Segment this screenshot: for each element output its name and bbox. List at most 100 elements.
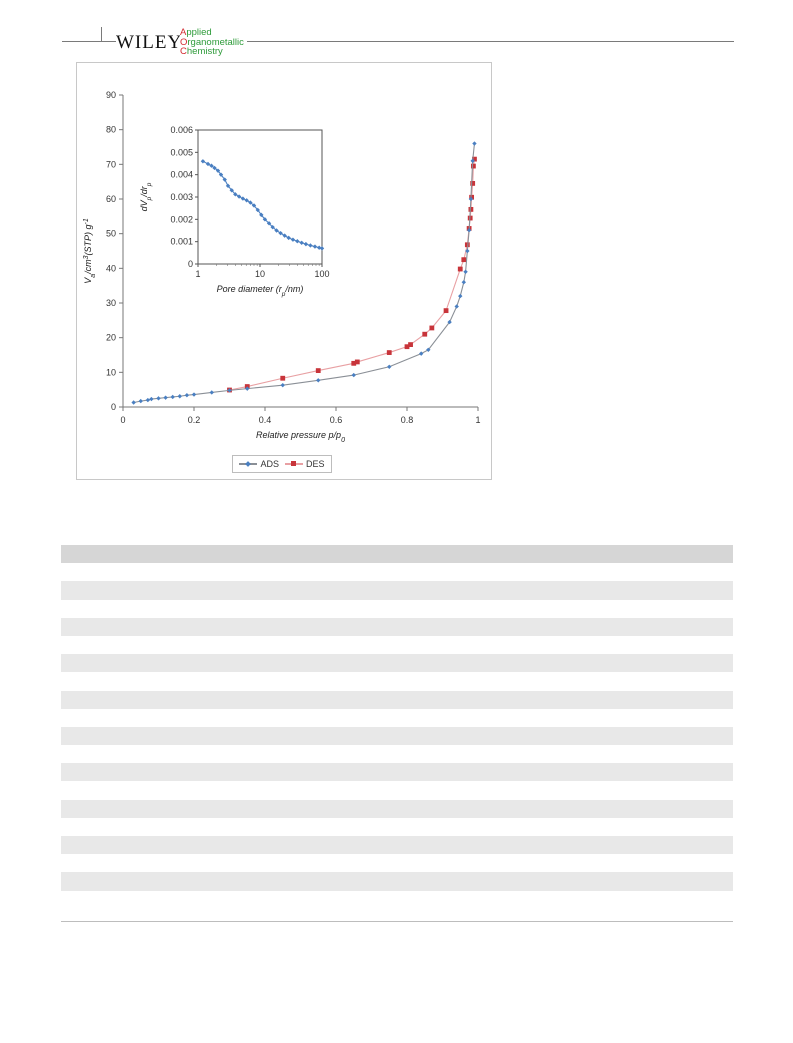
ads-point [177,394,182,399]
ads-point [472,141,477,146]
legend-entry-des: DES [285,459,325,469]
main-x-tick-label: 1 [475,415,480,425]
ads-point [466,228,472,233]
header-rule [62,41,734,42]
des-point [443,308,449,314]
inset-x-tick-label: 100 [314,269,329,279]
pore-distribution-point [233,192,238,197]
des-line [229,159,475,391]
ads-point [316,378,321,383]
table-row [61,581,733,600]
inset-y-tick-label: 0.006 [170,125,193,135]
pore-distribution-point [266,221,272,226]
ads-point [463,269,468,274]
des-point [429,325,435,331]
pore-distribution-point [278,230,283,236]
legend-des-swatch [285,460,303,468]
ads-point [209,390,214,395]
pore-distribution-point [212,165,217,171]
main-y-tick-label: 60 [106,194,116,204]
journal-line-1: Applied [180,27,212,38]
table-row [61,726,733,746]
ads-point [156,396,161,401]
pore-distribution-point [240,196,246,201]
ads-point [470,158,475,164]
des-point [469,194,475,200]
ads-point [447,319,452,325]
pore-distribution-point [229,188,234,193]
pore-distribution-point [248,200,253,205]
main-y-tick-label: 80 [106,125,116,135]
main-y-axis-title: Va/cm3(STP) g-1 [83,218,97,284]
des-point [422,331,428,337]
table-row [61,690,733,709]
pore-distribution-point [274,228,279,233]
des-point [470,163,476,169]
ads-point [245,386,250,391]
inset-y-tick-label: 0 [188,259,193,269]
ads-point [458,293,463,299]
data-table [61,545,733,909]
main-x-axis-title: Relative pressure p/p0 [256,430,345,444]
publisher-logo: WILEY [116,32,185,54]
legend-des-label: DES [306,459,325,469]
des-point [315,368,321,373]
des-point [470,181,476,186]
ads-point [468,196,474,202]
inset-y-axis-title: dVp/drp [139,182,153,211]
table-row [61,799,733,818]
ads-point [461,280,466,285]
des-point [461,257,467,263]
pore-distribution-point [218,172,224,177]
des-point [386,350,392,355]
des-point [404,344,410,350]
inset-y-tick-label: 0.003 [170,192,193,202]
main-x-tick-label: 0.6 [330,415,343,425]
pore-distribution-point [244,198,249,203]
pore-distribution-point [303,241,309,247]
journal-line-3: Chemistry [180,46,223,57]
pore-distribution-point [262,217,268,222]
pore-distribution-point [270,224,275,230]
pore-distribution-point [200,159,206,164]
inset-y-tick-label: 0.005 [170,147,193,157]
ads-point [138,398,143,404]
main-y-tick-label: 30 [106,298,116,308]
isotherm-figure: 0 10 20 30 40 50 60 70 80 90 0 0.2 0.4 0.6 0.8 1 Relativ… [76,62,492,480]
des-point [280,375,286,381]
inset-y-tick-label: 0.002 [170,214,193,224]
ads-point [387,364,392,369]
inset-x-tick-label: 10 [255,269,265,279]
inset-x-axis-title: Pore diameter (rp/nm) [217,284,304,298]
ads-point [170,394,175,400]
main-y-tick-label: 0 [111,402,116,412]
pore-distribution-point [308,243,313,248]
des-point [351,360,357,366]
pore-distribution-point [286,235,291,241]
main-y-tick-label: 40 [106,263,116,273]
pore-distribution-point [319,246,325,251]
main-x-tick-label: 0.8 [401,415,414,425]
ads-point [465,248,470,254]
pore-distribution-point [312,244,318,249]
journal-logo: Applied Organometallic Chemistry [180,28,247,57]
table-bottom-rule [61,921,733,922]
journal-line-2: Organometallic [180,36,244,48]
legend-entry-ads: ADS [239,459,279,469]
ads-point [184,393,190,398]
pore-distribution-point [225,183,231,189]
main-y-tick-label: 20 [106,333,116,343]
ads-point [426,347,431,352]
pore-distribution-point [255,207,260,213]
main-x-tick-label: 0.2 [188,415,201,425]
table-row [61,617,733,636]
ads-point [419,351,424,356]
des-point [354,359,360,365]
pore-distribution-point [251,203,257,208]
table-row [61,836,733,855]
pore-distribution-point [259,212,264,218]
table-row [61,763,733,782]
ads-point [454,304,459,309]
inset-y-tick-label: 0.001 [170,237,193,247]
ads-point [351,372,356,378]
